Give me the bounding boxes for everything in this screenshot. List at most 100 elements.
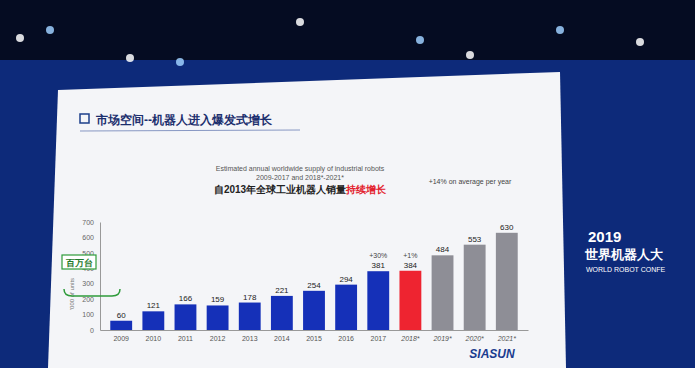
- unit-bracket: [64, 289, 120, 296]
- x-tick: 2017: [370, 330, 386, 342]
- stage-light: [416, 36, 424, 44]
- x-tick-label: 2021*: [497, 335, 517, 342]
- y-tick-label: 0: [90, 327, 94, 334]
- y-tick-label: 300: [82, 280, 94, 287]
- stage-light: [46, 26, 54, 34]
- x-tick: 2020*: [465, 330, 485, 342]
- bar: [110, 321, 132, 330]
- x-tick: 2018*: [400, 330, 420, 342]
- stage: [0, 0, 695, 368]
- data-label: 384: [404, 261, 418, 270]
- stage-light: [466, 51, 474, 59]
- bar: [175, 304, 197, 330]
- bar: [432, 255, 454, 330]
- bar: [239, 303, 261, 330]
- background: [0, 0, 695, 368]
- growth-label: +1%: [403, 252, 417, 259]
- x-tick-label: 2014: [274, 335, 290, 342]
- stage-light: [126, 54, 134, 62]
- x-tick-label: 2020*: [465, 335, 485, 342]
- banner-text: 2019: [588, 228, 621, 245]
- x-tick: 2014: [274, 330, 290, 342]
- headline-text: 自2013年全球工业机器人销量: [214, 184, 346, 195]
- subtitle: 2009-2017 and 2018*-2021*: [256, 174, 344, 181]
- data-label: 294: [339, 275, 353, 284]
- y-tick: 700: [82, 219, 100, 226]
- bars: [110, 233, 517, 330]
- x-axis: 2009 2010 2011 2012 2013 2014 2015 2016 2017 2018…: [101, 330, 529, 342]
- unit-note: 百万台: [65, 258, 93, 268]
- data-label: 484: [436, 245, 450, 254]
- x-tick-label: 2015: [306, 335, 322, 342]
- bar: [399, 271, 421, 330]
- y-tick-label: 200: [82, 296, 94, 303]
- x-tick-label: 2010: [146, 335, 162, 342]
- stage-light: [176, 58, 184, 66]
- data-label: 121: [147, 301, 161, 310]
- x-tick-label: 2012: [210, 335, 226, 342]
- slide: [48, 72, 566, 368]
- y-tick-label: 700: [82, 219, 94, 226]
- data-label: 630: [500, 223, 514, 232]
- logo: SIASUN: [469, 347, 515, 361]
- title-underline: [80, 130, 300, 131]
- headline: 自2013年全球工业机器人销量持续增长: [214, 184, 387, 195]
- data-label: 221: [275, 286, 289, 295]
- x-tick-label: 2018*: [400, 335, 420, 342]
- bar: [335, 285, 357, 330]
- y-tick: 100: [82, 311, 100, 318]
- stage-light: [296, 18, 304, 26]
- x-tick-label: 2009: [113, 335, 129, 342]
- bar: [271, 296, 293, 330]
- data-label: 60: [117, 311, 126, 320]
- unit-box: [62, 255, 96, 269]
- y-axis-title: '000 of units: [69, 278, 75, 310]
- y-tick: 300: [82, 280, 100, 287]
- x-tick-label: 2011: [178, 335, 193, 342]
- bar: [207, 305, 229, 330]
- x-tick: 2012: [210, 330, 226, 342]
- stage-light: [556, 26, 564, 34]
- data-label: 381: [372, 261, 386, 270]
- y-axis-line: [100, 223, 101, 331]
- subtitle: Estimated annual worldwide supply of ind…: [216, 165, 385, 173]
- x-tick: 2021*: [497, 330, 517, 342]
- y-axis: 0100200300400500600700: [82, 219, 100, 334]
- banner-text: WORLD ROBOT CONFE: [586, 266, 666, 273]
- x-tick-label: 2013: [242, 335, 258, 342]
- data-label: 166: [179, 294, 193, 303]
- x-tick: 2016: [338, 330, 354, 342]
- ceiling: [0, 0, 695, 60]
- x-tick: 2009: [113, 330, 129, 342]
- x-tick-label: 2016: [338, 335, 354, 342]
- data-label: 553: [468, 235, 482, 244]
- x-axis-line: [101, 330, 529, 331]
- data-label: 159: [211, 295, 225, 304]
- y-tick-label: 100: [82, 311, 94, 318]
- x-tick: 2019*: [432, 330, 452, 342]
- x-tick: 2013: [242, 330, 258, 342]
- y-tick: 0: [90, 327, 100, 334]
- data-label: 254: [307, 281, 321, 290]
- x-tick: 2010: [146, 330, 162, 342]
- x-tick-label: 2019*: [432, 335, 452, 342]
- y-tick: 600: [82, 234, 100, 241]
- stage-light: [16, 34, 24, 42]
- growth-label: +30%: [369, 252, 387, 259]
- x-tick: 2015: [306, 330, 322, 342]
- x-tick-label: 2017: [370, 335, 386, 342]
- stage-light: [636, 38, 644, 46]
- y-tick: 200: [82, 296, 100, 303]
- data-labels: 60 121 166 159 178 221 254 294 381 384 484 553 630: [117, 223, 514, 320]
- title: 市场空间--机器人进入爆发式增长: [95, 113, 273, 127]
- average-growth: +14% on average per year: [429, 178, 512, 186]
- bar: [142, 311, 164, 330]
- data-label: 178: [243, 293, 257, 302]
- bar: [303, 291, 325, 330]
- bar: [464, 245, 486, 330]
- title-icon: [80, 114, 89, 123]
- headline-highlight: 持续增长: [345, 184, 387, 195]
- y-tick-label: 600: [82, 234, 94, 241]
- bar: [367, 271, 389, 330]
- bar: [496, 233, 518, 330]
